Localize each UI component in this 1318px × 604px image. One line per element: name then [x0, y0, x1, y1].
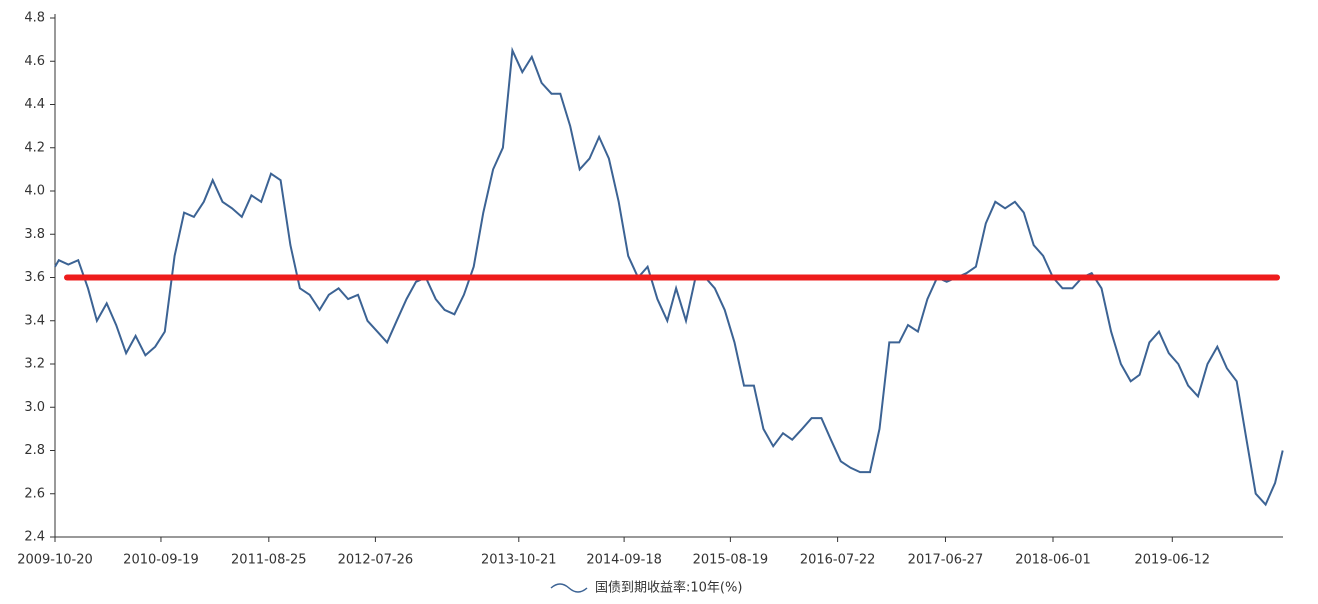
x-tick-label: 2019-06-12 [1135, 553, 1211, 568]
x-tick-label: 2017-06-27 [908, 553, 984, 568]
y-tick-label: 2.4 [24, 530, 45, 545]
x-tick-label: 2016-07-22 [800, 553, 876, 568]
y-tick-label: 4.0 [24, 184, 45, 199]
y-tick-label: 3.0 [24, 400, 45, 415]
y-tick-label: 4.2 [24, 140, 45, 155]
x-tick-label: 2013-10-21 [481, 553, 557, 568]
x-tick-label: 2012-07-26 [338, 553, 414, 568]
y-tick-label: 4.4 [24, 97, 45, 112]
y-tick-label: 3.8 [24, 227, 45, 242]
x-tick-label: 2015-08-19 [693, 553, 769, 568]
x-tick-label: 2011-08-25 [231, 553, 307, 568]
y-tick-label: 2.6 [24, 486, 45, 501]
y-tick-label: 3.2 [24, 357, 45, 372]
line-series [54, 46, 1284, 507]
x-tick-label: 2018-06-01 [1015, 553, 1091, 568]
legend-icon [550, 583, 588, 593]
y-tick-label: 4.6 [24, 54, 45, 69]
x-tick-label: 2014-09-18 [586, 553, 662, 568]
y-tick-label: 4.8 [24, 11, 45, 26]
legend-label: 国债到期收益率:10年(%) [595, 580, 742, 596]
x-tick-label: 2010-09-19 [123, 553, 199, 568]
y-tick-label: 3.4 [24, 313, 45, 328]
x-tick-label: 2009-10-20 [17, 553, 93, 568]
y-tick-label: 2.8 [24, 443, 45, 458]
y-tick-label: 3.6 [24, 270, 45, 285]
